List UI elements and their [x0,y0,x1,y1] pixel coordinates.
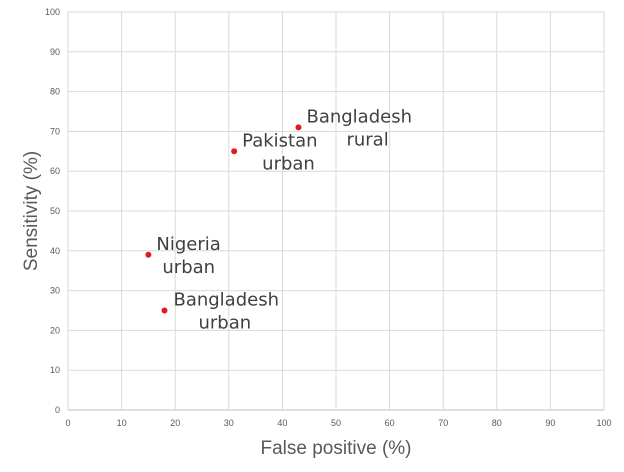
x-tick-label: 20 [170,418,180,428]
y-tick-label: 80 [50,87,60,97]
data-points [145,124,302,314]
x-axis-title: False positive (%) [261,438,412,459]
point-label: Nigeria urban [156,234,220,278]
x-tick-label: 0 [65,418,70,428]
x-tick-label: 40 [277,418,287,428]
x-tick-label: 50 [331,418,341,428]
y-tick-label: 10 [50,365,60,375]
x-tick-label: 30 [224,418,234,428]
y-tick-label: 60 [50,166,60,176]
data-point [295,124,302,131]
x-tick-label: 80 [492,418,502,428]
y-axis-title: Sensitivity (%) [21,151,42,271]
point-label: Bangladesh urban [173,290,279,334]
data-point [161,307,168,314]
point-label: Bangladesh rural [306,106,412,150]
x-tick-label: 70 [438,418,448,428]
y-tick-label: 70 [50,126,60,136]
y-tick-label: 20 [50,325,60,335]
y-tick-label: 0 [55,405,60,415]
x-tick-label: 10 [117,418,127,428]
x-tick-label: 90 [545,418,555,428]
y-tick-label: 30 [50,286,60,296]
x-axis-tick-labels: 0 10 20 30 40 50 60 70 80 90 100 [65,418,611,428]
x-tick-label: 100 [596,418,611,428]
y-tick-label: 40 [50,246,60,256]
y-tick-label: 100 [45,7,60,17]
y-axis-tick-labels: 0 10 20 30 40 50 60 70 80 90 100 [45,7,60,415]
y-tick-label: 90 [50,47,60,57]
data-point [231,148,238,155]
point-label: Pakistan urban [242,130,317,174]
y-tick-label: 50 [50,206,60,216]
data-point [145,251,152,258]
gridlines [67,11,605,411]
x-tick-label: 60 [385,418,395,428]
